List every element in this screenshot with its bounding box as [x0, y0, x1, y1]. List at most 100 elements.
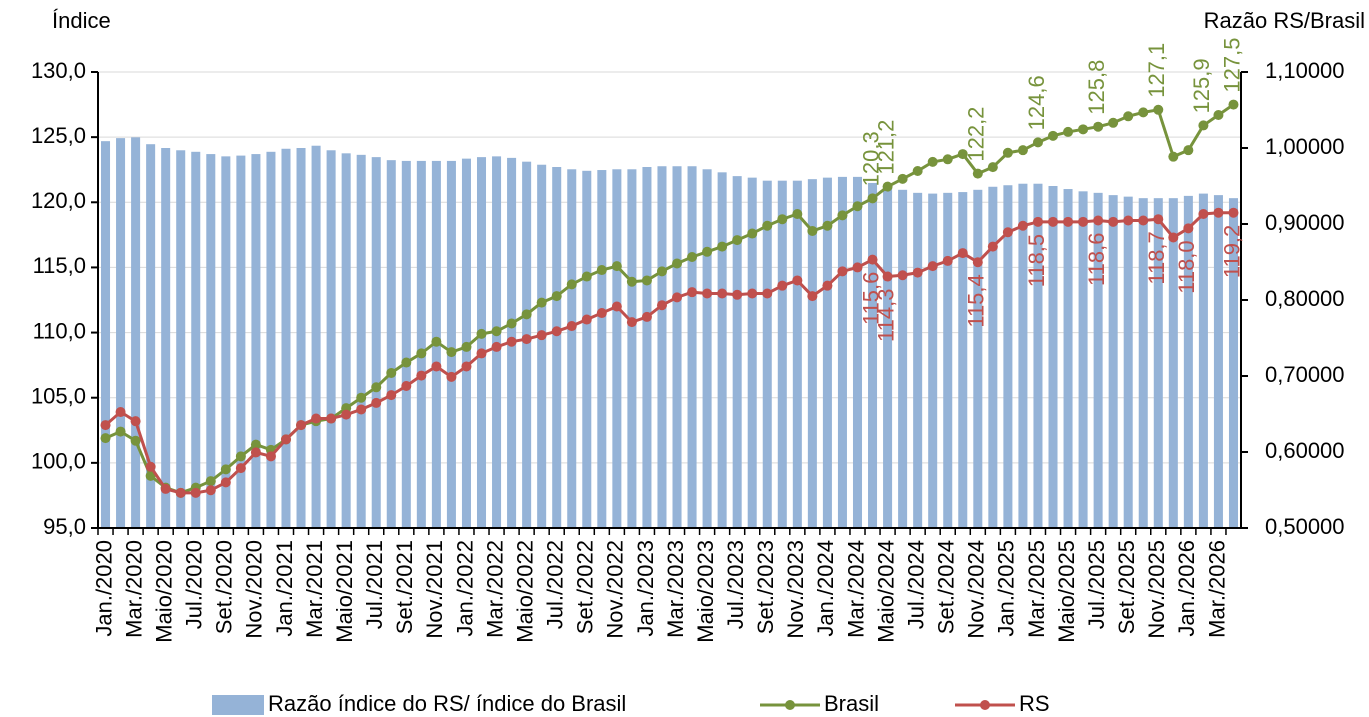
x-tick-label: Jul./2023 — [723, 540, 748, 629]
data-label: 115,4 — [964, 274, 989, 327]
data-label: 118,7 — [1144, 231, 1169, 284]
y2-tick-label: 0,80000 — [1265, 286, 1345, 311]
bar — [928, 193, 938, 528]
x-tick-label: Maio/2021 — [332, 540, 357, 643]
bar — [281, 148, 291, 528]
point — [792, 209, 803, 220]
x-tick-label: Mar./2022 — [482, 540, 507, 638]
bar — [552, 167, 562, 528]
point — [371, 397, 382, 408]
bar — [852, 176, 863, 528]
point — [431, 336, 442, 347]
point — [837, 210, 848, 221]
point — [551, 291, 562, 302]
point — [536, 330, 547, 341]
bar — [627, 169, 637, 528]
point — [837, 266, 848, 277]
point — [175, 487, 186, 498]
point — [747, 228, 758, 239]
point — [656, 300, 667, 311]
bar — [657, 166, 667, 529]
x-tick-label: Jul./2024 — [903, 540, 928, 629]
point — [1108, 216, 1119, 227]
point — [160, 483, 171, 494]
point — [491, 341, 502, 352]
point — [822, 280, 833, 291]
x-tick-label: Set./2023 — [753, 540, 778, 634]
point — [987, 162, 998, 173]
point — [957, 149, 968, 160]
data-label: 127,1 — [1144, 43, 1169, 98]
bar — [988, 186, 998, 528]
point — [687, 287, 698, 298]
point — [1123, 215, 1134, 226]
bar — [146, 144, 156, 528]
point — [807, 225, 818, 236]
data-label: 122,2 — [964, 107, 989, 162]
point — [326, 413, 337, 424]
point — [536, 297, 547, 308]
data-label: 118,0 — [1174, 240, 1199, 293]
y-tick-label: 105,0 — [31, 384, 86, 409]
data-label: 121,2 — [873, 120, 898, 175]
point — [1063, 126, 1074, 137]
x-tick-label: Nov./2022 — [603, 540, 628, 639]
data-label: 119,2 — [1219, 225, 1244, 278]
bar — [401, 160, 411, 529]
bar — [537, 164, 547, 528]
point — [205, 485, 216, 496]
point — [611, 261, 622, 272]
bar — [777, 180, 787, 528]
point — [386, 390, 397, 401]
bar — [582, 170, 592, 529]
point — [581, 271, 592, 282]
bar — [1108, 195, 1118, 528]
legend-swatch — [212, 695, 264, 715]
bar — [717, 172, 727, 528]
point — [506, 318, 517, 329]
point — [897, 173, 908, 184]
point — [461, 361, 472, 372]
bar — [356, 154, 366, 528]
point — [972, 168, 983, 179]
bar — [747, 177, 757, 528]
bar — [251, 154, 261, 528]
point — [461, 341, 472, 352]
bar — [296, 148, 306, 528]
x-tick-label: Maio/2024 — [873, 540, 898, 643]
point — [446, 371, 457, 382]
point — [626, 317, 637, 328]
point — [1032, 137, 1043, 148]
x-tick-label: Nov./2024 — [964, 540, 989, 639]
legend-swatch — [980, 700, 990, 710]
point — [491, 326, 502, 337]
y-tick-label: 115,0 — [33, 253, 86, 278]
x-tick-label: Mar./2025 — [1024, 540, 1049, 638]
bar — [1123, 196, 1133, 528]
x-tick-label: Maio/2020 — [151, 540, 176, 643]
bar — [807, 179, 817, 528]
point — [235, 463, 246, 474]
y2-tick-label: 0,70000 — [1265, 362, 1345, 387]
point — [1183, 145, 1194, 156]
data-label: 118,5 — [1024, 234, 1049, 287]
point — [1048, 130, 1059, 141]
point — [702, 246, 713, 257]
point — [356, 404, 367, 415]
x-tick-label: Jan./2020 — [91, 540, 116, 637]
point — [566, 279, 577, 290]
point — [1093, 215, 1104, 226]
x-tick-label: Maio/2022 — [512, 540, 537, 643]
bar — [476, 157, 487, 528]
point — [145, 470, 156, 481]
y2-tick-label: 1,10000 — [1265, 58, 1345, 83]
point — [822, 220, 833, 231]
bar — [341, 153, 351, 528]
bar — [446, 160, 456, 529]
point — [280, 434, 291, 445]
point — [386, 367, 397, 378]
bar — [567, 169, 577, 528]
point — [341, 409, 352, 420]
point — [927, 261, 938, 272]
